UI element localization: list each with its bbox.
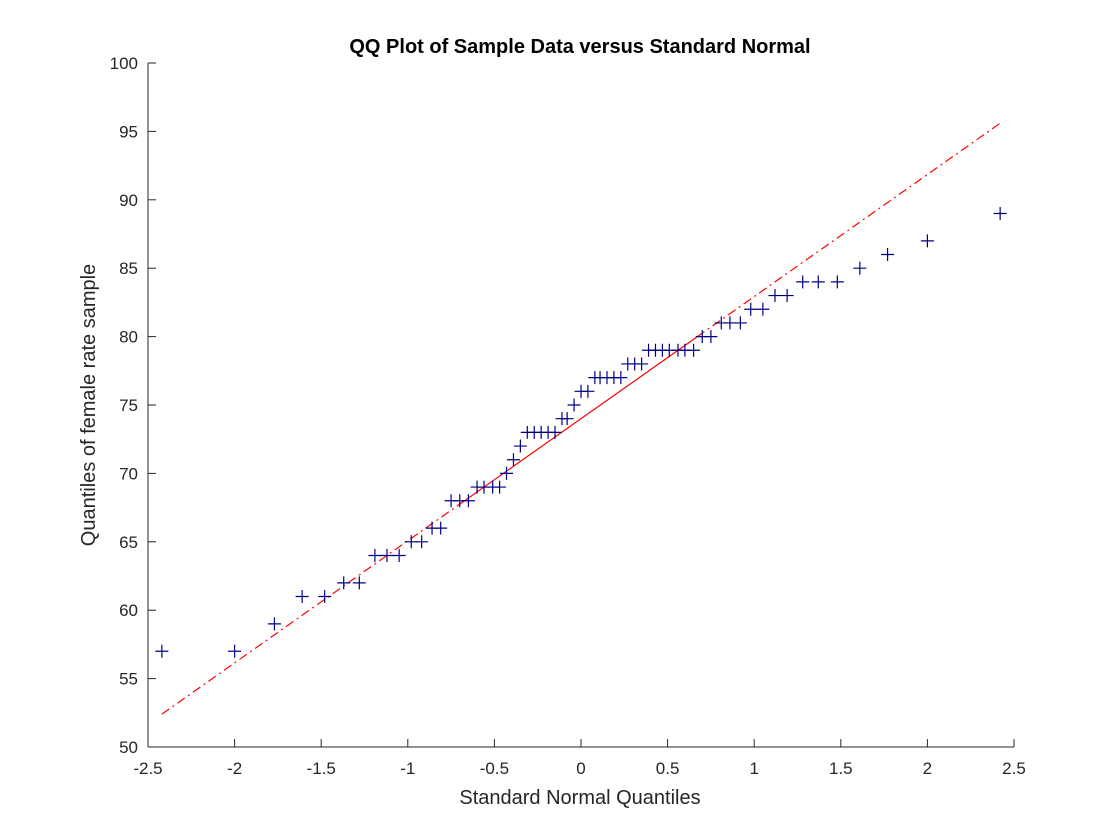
data-point — [768, 289, 782, 303]
y-tick-label: 85 — [119, 259, 138, 278]
data-point — [733, 316, 747, 330]
data-point — [567, 398, 581, 412]
data-point — [368, 548, 382, 562]
data-point — [380, 548, 394, 562]
data-point — [830, 275, 844, 289]
data-point — [744, 302, 758, 316]
data-point — [548, 425, 562, 439]
data-point — [993, 206, 1007, 220]
y-tick-label: 65 — [119, 533, 138, 552]
y-tick-label: 75 — [119, 396, 138, 415]
data-point — [881, 248, 895, 262]
data-point — [155, 644, 169, 658]
reference-line-middle — [464, 336, 698, 501]
data-point — [500, 466, 514, 480]
data-point — [415, 535, 429, 549]
y-tick-label: 50 — [119, 738, 138, 757]
data-point — [295, 590, 309, 604]
data-point — [635, 357, 649, 371]
data-point — [513, 439, 527, 453]
data-point — [853, 261, 867, 275]
x-tick-label: -1.5 — [307, 759, 336, 778]
data-point — [780, 289, 794, 303]
x-tick-label: 0 — [576, 759, 585, 778]
x-tick-label: 2.5 — [1002, 759, 1026, 778]
reference-line-upper — [696, 122, 1001, 338]
data-point — [493, 480, 507, 494]
data-point — [756, 302, 770, 316]
data-point — [352, 576, 366, 590]
data-point — [581, 384, 595, 398]
data-point — [687, 343, 701, 357]
y-tick-label: 80 — [119, 328, 138, 347]
x-tick-label: -2.5 — [133, 759, 162, 778]
x-tick-label: -1 — [400, 759, 415, 778]
x-tick-label: 0.5 — [656, 759, 680, 778]
data-point — [506, 453, 520, 467]
x-tick-label: 1 — [749, 759, 758, 778]
y-tick-label: 95 — [119, 122, 138, 141]
data-point — [434, 521, 448, 535]
data-points — [155, 206, 1007, 658]
data-point — [267, 617, 281, 631]
data-point — [920, 234, 934, 248]
data-point — [337, 576, 351, 590]
x-tick-label: 2 — [923, 759, 932, 778]
x-axis-label: Standard Normal Quantiles — [459, 787, 700, 809]
y-tick-label: 90 — [119, 191, 138, 210]
reference-line — [161, 122, 1001, 715]
y-tick-label: 100 — [110, 54, 138, 73]
tick-labels: -2.5 -2 -1.5 -1 -0.5 0 0.5 1 1.5 2 2.5 50 55 60 65 70 75… — [110, 54, 1026, 778]
data-point — [318, 590, 332, 604]
data-point — [461, 494, 475, 508]
axes — [147, 62, 1015, 748]
data-point — [614, 371, 628, 385]
data-point — [228, 644, 242, 658]
data-point — [811, 275, 825, 289]
data-point — [796, 275, 810, 289]
x-tick-label: -0.5 — [480, 759, 509, 778]
data-point — [560, 412, 574, 426]
y-axis-label: Quantiles of female rate sample — [78, 264, 100, 546]
data-point — [704, 330, 718, 344]
x-tick-label: -2 — [227, 759, 242, 778]
y-tick-label: 70 — [119, 464, 138, 483]
y-tick-label: 55 — [119, 670, 138, 689]
reference-line-lower — [161, 499, 466, 715]
chart-title: QQ Plot of Sample Data versus Standard N… — [349, 36, 810, 58]
data-point — [392, 548, 406, 562]
x-tick-label: 1.5 — [829, 759, 853, 778]
y-tick-label: 60 — [119, 601, 138, 620]
